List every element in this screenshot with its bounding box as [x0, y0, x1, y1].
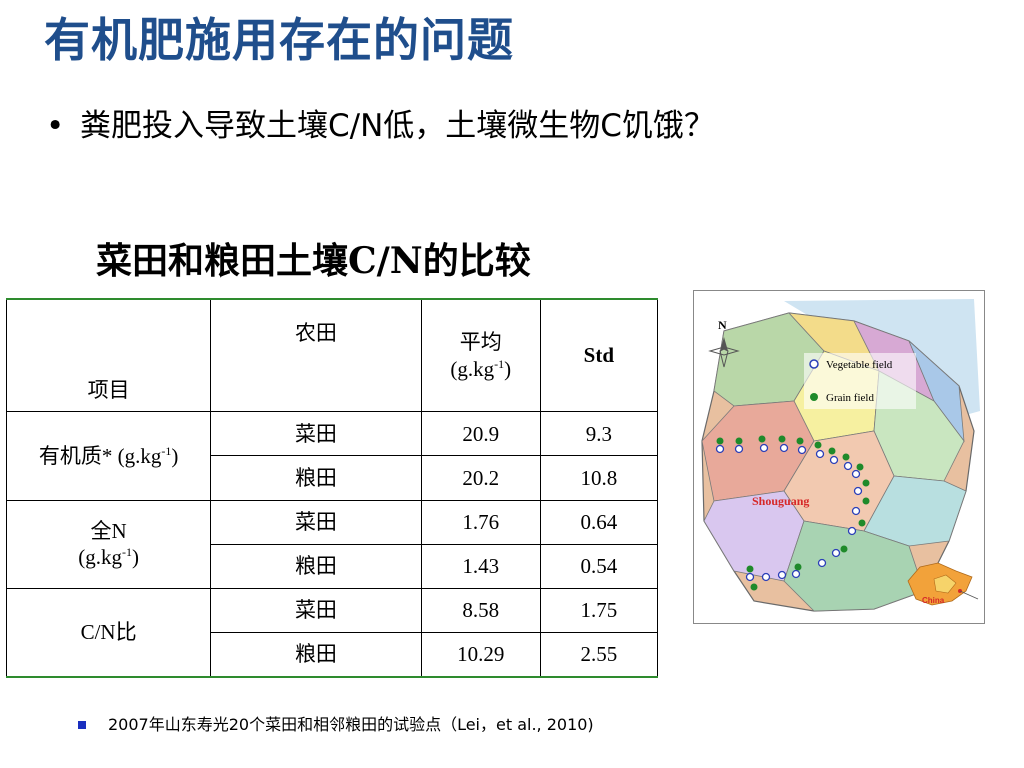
cell-std: 10.8: [539, 455, 659, 501]
table-row: 粮田 20.2 10.8: [7, 455, 659, 501]
cell-std: 0.64: [539, 499, 659, 545]
slide-title: 有机肥施用存在的问题: [44, 13, 514, 67]
header-item: 项目: [5, 299, 212, 413]
cell-mean: 10.29: [420, 632, 541, 677]
bullet-point: • 粪肥投入导致土壤C/N低，土壤微生物C饥饿？: [46, 100, 715, 145]
legend-vegetable-label: Vegetable field: [826, 359, 893, 371]
table-row: 粮田 10.29 2.55: [7, 632, 659, 677]
group-label-cn-ratio: C/N比: [5, 587, 212, 678]
map-graphic: N Vegetable field Grain field: [694, 291, 984, 623]
cell-field: 菜田: [210, 587, 422, 634]
inset-label: China: [922, 596, 945, 605]
header-mean-label: 平均: [459, 330, 502, 355]
footnote-text: 2007年山东寿光20个菜田和相邻粮田的试验点（Lei，et al., 2010…: [108, 715, 594, 734]
north-arrow-icon: [708, 337, 740, 368]
cell-field: 粮田: [210, 632, 422, 677]
bullet-symbol: •: [46, 108, 65, 144]
square-bullet-icon: [78, 720, 86, 729]
header-field: 农田: [210, 299, 422, 413]
cell-field: 菜田: [210, 411, 422, 457]
cell-field: 粮田: [210, 543, 422, 589]
cell-std: 0.54: [539, 543, 659, 589]
cell-std: 2.55: [539, 632, 659, 677]
map-legend: Vegetable field Grain field: [804, 353, 916, 409]
comparison-table: 项目 农田 平均 (g.kg-1) Std 有机质* (g.kg-1) 菜田 2…: [5, 298, 659, 678]
cell-std: 1.75: [539, 587, 659, 634]
header-mean: 平均 (g.kg-1): [420, 299, 541, 413]
legend-grain-marker: [810, 393, 818, 401]
cell-field: 菜田: [210, 499, 422, 545]
footnote: 2007年山东寿光20个菜田和相邻粮田的试验点（Lei，et al., 2010…: [78, 711, 594, 735]
cell-std: 9.3: [539, 411, 659, 457]
cell-mean: 8.58: [420, 587, 541, 634]
header-row: 项目 农田 平均 (g.kg-1) Std: [5, 299, 659, 413]
north-label: N: [718, 318, 727, 332]
cell-mean: 20.9: [420, 411, 541, 457]
cell-mean: 1.76: [420, 499, 541, 545]
legend-grain-label: Grain field: [826, 392, 874, 404]
table-row: C/N比 菜田 8.58 1.75: [5, 587, 659, 678]
group-label-organic-matter: 有机质* (g.kg-1): [5, 411, 212, 501]
table-row: 有机质* (g.kg-1) 菜田 20.9 9.3: [5, 411, 659, 501]
region-label: Shouguang: [752, 494, 809, 508]
site-map: N Vegetable field Grain field: [693, 290, 985, 624]
cell-field: 粮田: [210, 455, 422, 501]
cell-mean: 1.43: [420, 543, 541, 589]
header-std: Std: [539, 299, 659, 413]
header-mean-unit: (g.kg-1): [450, 356, 512, 381]
bullet-text: 粪肥投入导致土壤C/N低，土壤微生物C饥饿？: [80, 108, 715, 144]
legend-vegetable-marker: [809, 359, 819, 369]
table-row: 全N (g.kg-1) 菜田 1.76 0.64: [5, 499, 659, 589]
group-label-total-n: 全N (g.kg-1): [5, 499, 212, 589]
table-title: 菜田和粮田土壤C/N的比较: [96, 240, 531, 282]
sampling-points: [715, 435, 870, 591]
china-inset-map: China: [907, 562, 979, 606]
cell-mean: 20.2: [420, 455, 541, 501]
